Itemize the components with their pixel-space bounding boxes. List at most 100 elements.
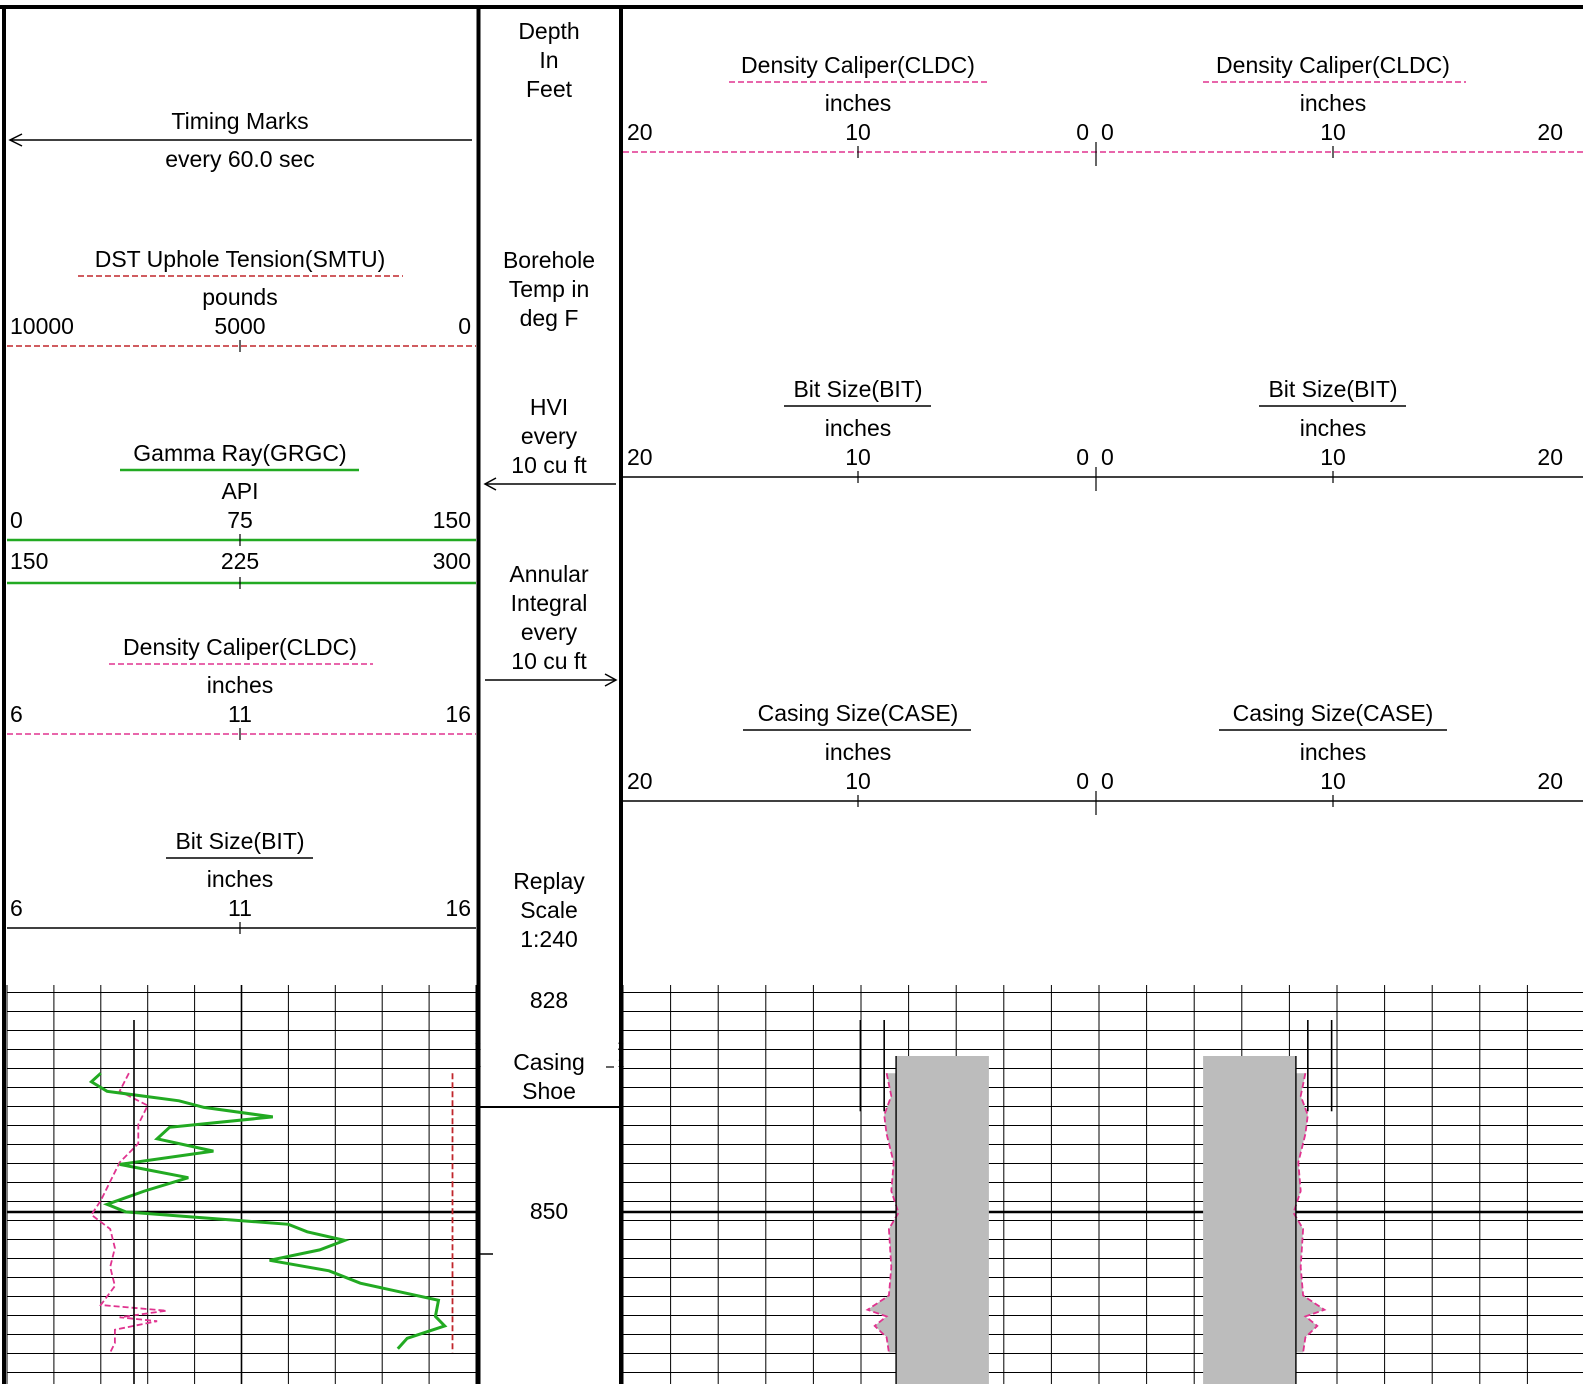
depth-label-828: 828	[530, 987, 568, 1013]
bit-right-tick-4: 0	[1101, 444, 1114, 470]
casing-header-right: Casing Size(CASE) Casing Size(CASE) inch…	[623, 700, 1583, 815]
bit-right-unit-b: inches	[1300, 415, 1366, 441]
hvi-header-line-2: every	[521, 423, 578, 449]
bit-left-tick-mid: 11	[228, 895, 252, 921]
casing-right-unit-a: inches	[825, 739, 891, 765]
bit-header-left: Bit Size(BIT) inches 6 11 16	[7, 828, 476, 934]
gamma-backup-tick-right: 300	[433, 548, 471, 574]
gamma-tick-left: 0	[10, 507, 23, 533]
timing-marks-arrowhead	[8, 133, 23, 147]
temp-header-line-1: Borehole	[503, 247, 595, 273]
depth-header-line-2: In	[539, 47, 558, 73]
gamma-backup-tick-mid: 225	[221, 548, 259, 574]
gamma-backup-tick-left: 150	[10, 548, 48, 574]
caliper-right-title-b: Density Caliper(CLDC)	[1216, 52, 1450, 78]
replay-header-line-2: Scale	[520, 897, 578, 923]
bit-right-unit-a: inches	[825, 415, 891, 441]
temp-header-line-2: Temp in	[509, 276, 590, 302]
caliper-left-title: Density Caliper(CLDC)	[123, 634, 357, 660]
casing-right-tick-3: 0	[1076, 768, 1089, 794]
tension-tick-right: 0	[458, 313, 471, 339]
small-mark-2-left: 2	[475, 1039, 482, 1053]
small-mark-2-right: 2	[618, 1039, 625, 1053]
caliper-right-title-a: Density Caliper(CLDC)	[741, 52, 975, 78]
annular-header-line-1: Annular	[509, 561, 589, 587]
log-frame	[0, 5, 1583, 1384]
small-mark-1-left: 1	[475, 1056, 482, 1070]
annular-header-line-4: 10 cu ft	[511, 648, 587, 674]
left-track-curves	[88, 1020, 454, 1384]
small-mark-1-right: 1	[618, 1056, 625, 1070]
timing-marks-title: Timing Marks	[171, 108, 308, 134]
bit-right-tick-2: 10	[845, 444, 871, 470]
casing-right-tick-2: 10	[845, 768, 871, 794]
caliper-right-unit-a: inches	[825, 90, 891, 116]
tension-tick-left: 10000	[10, 313, 74, 339]
temp-header-line-3: deg F	[520, 305, 579, 331]
casing-shoe-label-line-1: Casing	[513, 1049, 585, 1075]
caliper-right-tick-6: 20	[1537, 119, 1563, 145]
casing-fill-right	[1203, 1056, 1296, 1384]
tension-title: DST Uphole Tension(SMTU)	[95, 246, 386, 272]
annular-arrowhead	[604, 673, 618, 687]
bit-left-unit: inches	[207, 866, 273, 892]
caliper-curve-right-b	[1292, 1073, 1327, 1353]
bit-right-tick-6: 20	[1537, 444, 1563, 470]
caliper-right-tick-5: 10	[1320, 119, 1346, 145]
right-track-curves	[859, 1020, 1333, 1384]
caliper-header-left: Density Caliper(CLDC) inches 6 11 16	[7, 634, 476, 740]
caliper-right-unit-b: inches	[1300, 90, 1366, 116]
hvi-arrowhead	[483, 477, 497, 491]
caliper-header-right: Density Caliper(CLDC) Density Caliper(CL…	[623, 52, 1583, 166]
right-track-grid	[622, 985, 1583, 1384]
depth-label-850: 850	[530, 1198, 568, 1224]
caliper-right-tick-2: 10	[845, 119, 871, 145]
casing-right-tick-4: 0	[1101, 768, 1114, 794]
depth-track-body: 828 Casing Shoe 850 2 1 2 1	[475, 987, 625, 1255]
casing-right-unit-b: inches	[1300, 739, 1366, 765]
timing-marks-header: Timing Marks every 60.0 sec	[8, 108, 472, 172]
depth-track-header: Depth In Feet Borehole Temp in deg F HVI…	[483, 18, 618, 952]
caliper-curve-right-a	[865, 1073, 900, 1353]
gamma-header: Gamma Ray(GRGC) API 0 75 150 150 225 300	[7, 440, 476, 589]
gamma-unit: API	[221, 478, 258, 504]
bit-right-tick-5: 10	[1320, 444, 1346, 470]
gamma-ray-curve	[88, 1072, 448, 1350]
casing-fill-left	[896, 1056, 989, 1384]
hvi-header-line-3: 10 cu ft	[511, 452, 587, 478]
tension-tick-mid: 5000	[214, 313, 265, 339]
bit-right-tick-1: 20	[627, 444, 653, 470]
caliper-left-tick-left: 6	[10, 701, 23, 727]
bit-left-tick-left: 6	[10, 895, 23, 921]
left-track-grid	[6, 985, 477, 1384]
gamma-tick-right: 150	[433, 507, 471, 533]
depth-header-line-1: Depth	[518, 18, 579, 44]
caliper-left-tick-mid: 11	[228, 701, 252, 727]
bit-header-right: Bit Size(BIT) Bit Size(BIT) inches inche…	[623, 376, 1583, 491]
replay-header-line-3: 1:240	[520, 926, 578, 952]
hvi-header-line-1: HVI	[530, 394, 568, 420]
bit-right-tick-3: 0	[1076, 444, 1089, 470]
casing-right-tick-6: 20	[1537, 768, 1563, 794]
casing-shoe-label-line-2: Shoe	[522, 1078, 576, 1104]
bit-left-tick-right: 16	[445, 895, 471, 921]
caliper-right-tick-3: 0	[1076, 119, 1089, 145]
caliper-left-tick-right: 16	[445, 701, 471, 727]
bit-right-title-a: Bit Size(BIT)	[793, 376, 922, 402]
casing-right-tick-5: 10	[1320, 768, 1346, 794]
casing-right-title-b: Casing Size(CASE)	[1233, 700, 1434, 726]
casing-right-title-a: Casing Size(CASE)	[758, 700, 959, 726]
casing-right-tick-1: 20	[627, 768, 653, 794]
caliper-right-tick-1: 20	[627, 119, 653, 145]
caliper-right-tick-4: 0	[1101, 119, 1114, 145]
replay-header-line-1: Replay	[513, 868, 585, 894]
gamma-tick-mid: 75	[227, 507, 253, 533]
timing-marks-subtitle: every 60.0 sec	[165, 146, 315, 172]
gamma-title: Gamma Ray(GRGC)	[133, 440, 346, 466]
tension-header: DST Uphole Tension(SMTU) pounds 10000 50…	[7, 246, 476, 352]
tension-unit: pounds	[202, 284, 277, 310]
annular-header-line-3: every	[521, 619, 578, 645]
bit-right-title-b: Bit Size(BIT)	[1268, 376, 1397, 402]
depth-header-line-3: Feet	[526, 76, 573, 102]
